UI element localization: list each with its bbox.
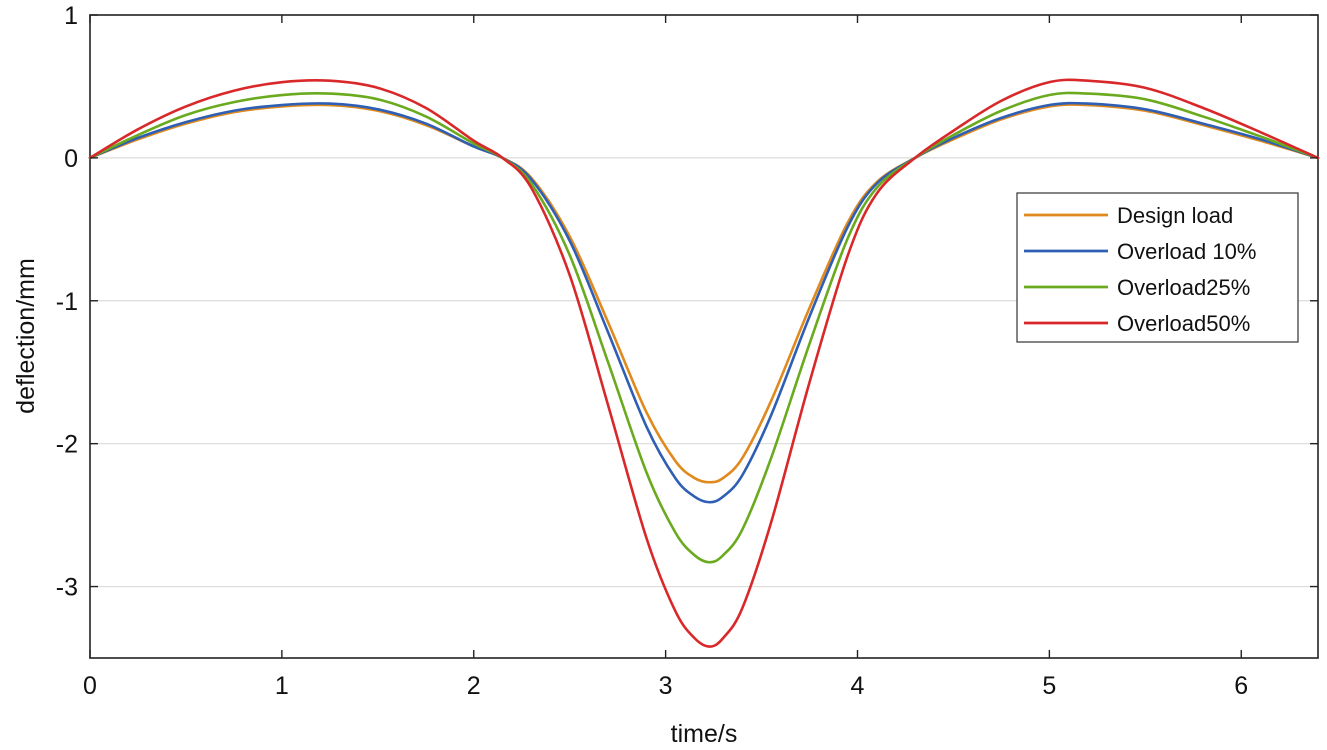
- plot-frame: [89, 14, 1319, 659]
- y-tick-label: -1: [56, 288, 78, 316]
- y-tick-label: -3: [56, 574, 78, 602]
- y-axis-label: deflection/mm: [12, 258, 40, 414]
- y-tick-label: 1: [64, 2, 78, 30]
- series-line-design-load: [88, 103, 1320, 484]
- x-tick-label: 5: [1042, 672, 1056, 700]
- legend: Design load Overload 10% Overload25% Overlo…: [1016, 192, 1299, 343]
- legend-label: Overload50%: [1117, 311, 1250, 336]
- x-tick-label: 6: [1234, 672, 1248, 700]
- legend-label: Design load: [1117, 203, 1233, 228]
- series-lines: [88, 78, 1320, 648]
- legend-box: [1016, 192, 1299, 343]
- x-tick-label: 1: [275, 672, 289, 700]
- series-line-overload50-: [88, 78, 1320, 648]
- x-tick-label: 2: [467, 672, 481, 700]
- x-tick-label: 4: [851, 672, 865, 700]
- x-tick-label: 0: [83, 672, 97, 700]
- legend-label: Overload 10%: [1117, 239, 1256, 264]
- legend-label: Overload25%: [1117, 275, 1250, 300]
- y-tick-label: 0: [64, 145, 78, 173]
- x-tick-label: 3: [659, 672, 673, 700]
- axis-ticks: 0 1 2 3 4 5 6 1 0 -1 -2 -3: [56, 2, 1318, 700]
- series-line-overload25-: [88, 91, 1320, 564]
- y-tick-label: -2: [56, 431, 78, 459]
- x-axis-label: time/s: [671, 720, 738, 748]
- series-line-overload-10-: [88, 101, 1320, 504]
